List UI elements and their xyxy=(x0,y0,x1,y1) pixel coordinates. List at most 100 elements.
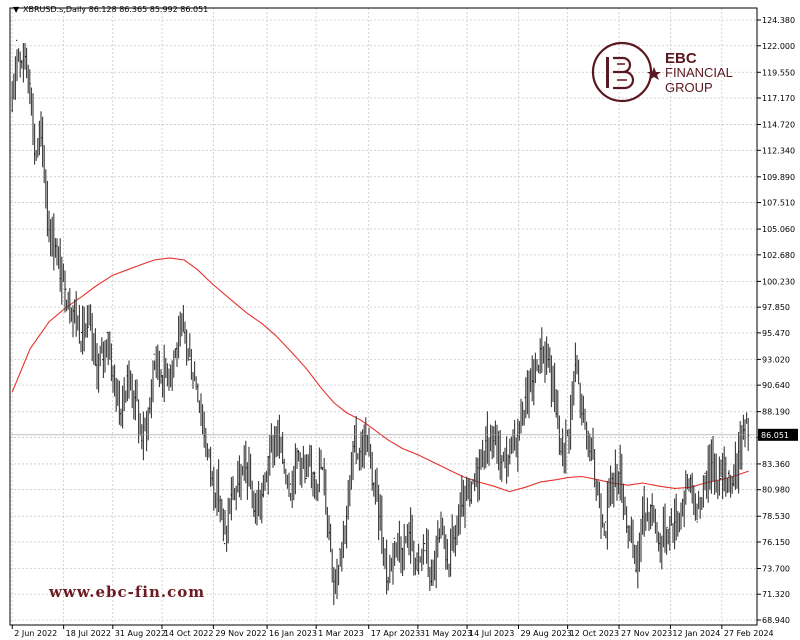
price-point xyxy=(597,494,599,496)
price-point xyxy=(230,494,232,496)
price-point xyxy=(727,472,730,474)
y-tick-label: 105.060 xyxy=(762,225,795,234)
price-point xyxy=(430,580,432,583)
price-point xyxy=(321,467,323,469)
price-point xyxy=(161,375,163,377)
moving-average-polyline xyxy=(11,257,749,493)
x-tick-label: 31 Aug 2022 xyxy=(115,629,166,638)
y-tick-label: 124.380 xyxy=(762,16,795,25)
price-point xyxy=(11,110,13,112)
ebc-logo: EBC FINANCIAL GROUP xyxy=(591,41,733,103)
x-tick-label: 14 Oct 2022 xyxy=(164,629,213,638)
brand-name-line1: EBC xyxy=(665,50,697,67)
price-point xyxy=(102,359,104,361)
price-point xyxy=(574,364,577,366)
price-point xyxy=(120,413,122,415)
last-price-tag xyxy=(758,428,798,441)
price-point xyxy=(635,570,637,572)
y-tick-label: 83.360 xyxy=(762,460,790,469)
price-point xyxy=(283,461,285,464)
price-point xyxy=(55,245,57,247)
price-point xyxy=(238,483,240,485)
price-point xyxy=(501,461,503,464)
price-point xyxy=(211,478,213,480)
symbol-header: XBRUSD.s,Daily 86.128 86.365 85.992 86.0… xyxy=(23,5,208,14)
price-point xyxy=(650,505,653,507)
x-tick-label: 14 Jul 2023 xyxy=(469,629,514,638)
price-point xyxy=(493,440,495,442)
price-point xyxy=(485,440,487,442)
y-tick-label: 117.170 xyxy=(762,94,795,103)
price-point xyxy=(737,451,740,453)
price-point xyxy=(268,456,270,458)
price-point xyxy=(743,429,745,431)
price-point xyxy=(627,526,629,528)
price-point xyxy=(126,375,128,377)
y-tick-label: 102.680 xyxy=(762,251,795,260)
y-axis: 124.380 122.000 119.550 117.170 114.720 112.3… xyxy=(757,16,795,625)
y-tick-label: 90.640 xyxy=(762,381,790,390)
price-point xyxy=(59,277,61,280)
y-tick-label: 80.980 xyxy=(762,486,790,495)
price-point xyxy=(560,451,562,453)
price-point xyxy=(387,580,389,583)
price-point xyxy=(328,532,331,534)
y-tick-label: 93.020 xyxy=(762,355,790,364)
last-price-label: 86.051 xyxy=(761,431,789,440)
y-tick-label: 114.720 xyxy=(762,121,795,130)
y-tick-label: 76.150 xyxy=(762,538,790,547)
x-tick-label: 1 Mar 2023 xyxy=(318,629,364,638)
x-tick-label: 16 Jan 2023 xyxy=(269,629,317,638)
x-tick-label: 12 Jan 2024 xyxy=(672,629,720,638)
price-point xyxy=(333,580,335,583)
price-point xyxy=(469,499,471,501)
price-point xyxy=(611,478,613,480)
price-point xyxy=(169,364,171,366)
price-point xyxy=(641,515,644,518)
price-point xyxy=(175,348,178,350)
y-tick-label: 68.940 xyxy=(762,616,790,625)
moving-average-line xyxy=(11,257,749,493)
price-point xyxy=(461,505,464,507)
price-point xyxy=(65,288,67,290)
price-point xyxy=(712,461,714,464)
price-point xyxy=(197,386,199,388)
price-point xyxy=(540,348,542,350)
y-tick-label: 100.230 xyxy=(762,277,795,286)
price-bars xyxy=(11,43,749,606)
price-point xyxy=(246,467,248,469)
x-tick-label: 29 Aug 2023 xyxy=(520,629,571,638)
price-point xyxy=(153,353,155,355)
plot-area[interactable] xyxy=(10,8,757,625)
y-tick-label: 73.700 xyxy=(762,564,790,573)
price-point xyxy=(454,537,456,539)
price-point xyxy=(73,310,75,312)
price-series xyxy=(11,39,750,606)
price-point xyxy=(141,440,143,442)
price-point xyxy=(417,570,419,572)
price-point xyxy=(438,537,440,539)
y-tick-label: 109.890 xyxy=(762,173,795,182)
y-tick-label: 78.530 xyxy=(762,512,790,521)
price-point xyxy=(80,331,83,334)
dropdown-icon[interactable]: ▼ xyxy=(13,5,20,14)
y-tick-label: 97.850 xyxy=(762,303,790,312)
price-point xyxy=(29,83,31,85)
price-point xyxy=(87,326,89,328)
price-point xyxy=(508,456,511,458)
price-point xyxy=(95,364,97,366)
price-point xyxy=(477,467,479,469)
price-point xyxy=(393,537,396,539)
price-point xyxy=(25,55,27,58)
x-tick-label: 29 Nov 2022 xyxy=(215,629,266,638)
price-point xyxy=(16,39,18,41)
price-point xyxy=(372,483,374,485)
x-tick-label: 18 Jul 2022 xyxy=(66,629,111,638)
price-point xyxy=(305,478,307,480)
price-point xyxy=(658,542,660,545)
price-point xyxy=(446,559,448,561)
price-point xyxy=(555,413,558,415)
price-point xyxy=(48,229,50,231)
y-tick-label: 88.190 xyxy=(762,408,790,417)
